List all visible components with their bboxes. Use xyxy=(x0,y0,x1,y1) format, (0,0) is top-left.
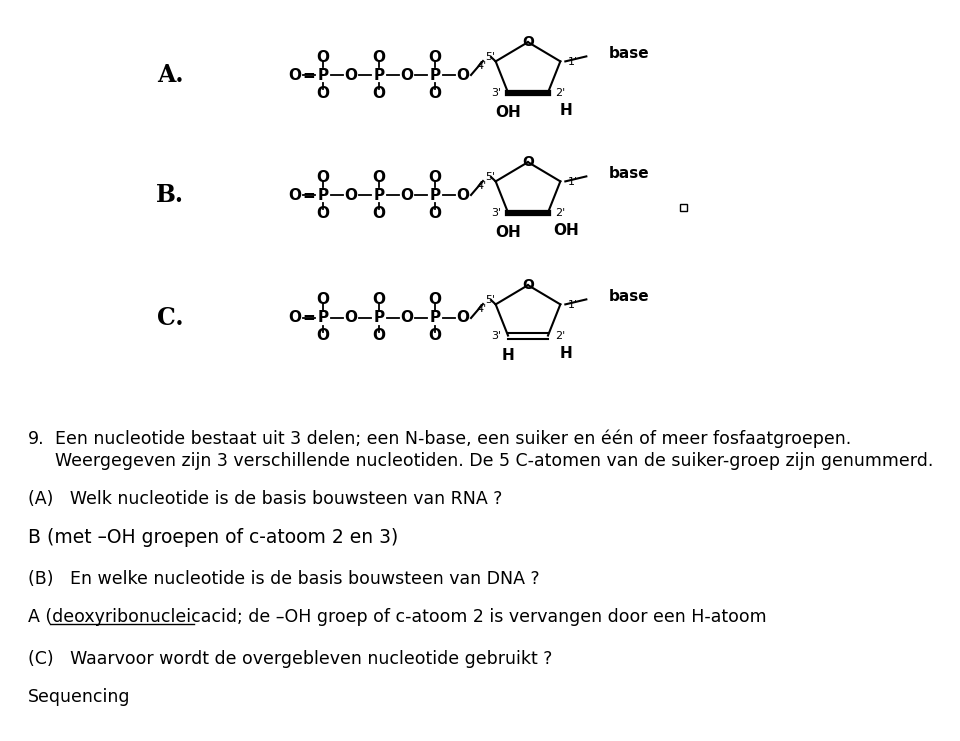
Text: P: P xyxy=(373,310,385,325)
Text: O: O xyxy=(522,35,534,49)
Text: O: O xyxy=(400,187,414,202)
Text: P: P xyxy=(373,67,385,82)
Text: 2': 2' xyxy=(555,330,565,341)
Text: 4': 4' xyxy=(476,62,487,71)
Text: O: O xyxy=(289,67,301,82)
Text: H: H xyxy=(560,346,572,361)
Text: 1': 1' xyxy=(567,300,578,310)
Text: =: = xyxy=(302,67,316,82)
Text: O: O xyxy=(522,155,534,169)
Text: O: O xyxy=(317,205,329,221)
Text: Een nucleotide bestaat uit 3 delen; een N-base, een suiker en één of meer fosfaa: Een nucleotide bestaat uit 3 delen; een … xyxy=(55,430,852,448)
Text: O: O xyxy=(317,328,329,344)
Text: 1': 1' xyxy=(567,177,578,187)
Text: O: O xyxy=(428,205,442,221)
Text: O: O xyxy=(400,310,414,325)
Text: 2': 2' xyxy=(555,207,565,218)
Text: 3': 3' xyxy=(491,207,501,218)
Text: P: P xyxy=(429,187,441,202)
Text: O: O xyxy=(372,85,386,101)
Text: P: P xyxy=(318,187,328,202)
Text: O: O xyxy=(317,170,329,185)
Text: O: O xyxy=(372,50,386,64)
Text: O: O xyxy=(428,293,442,308)
Text: H: H xyxy=(502,348,515,363)
Text: base: base xyxy=(609,166,649,181)
Text: O: O xyxy=(372,170,386,185)
Text: 2': 2' xyxy=(555,87,565,98)
Text: O: O xyxy=(457,187,469,202)
Text: B.: B. xyxy=(156,183,184,207)
Text: 3': 3' xyxy=(491,330,501,341)
Text: (B)   En welke nucleotide is de basis bouwsteen van DNA ?: (B) En welke nucleotide is de basis bouw… xyxy=(28,570,540,588)
Text: H: H xyxy=(560,103,572,118)
Text: OH: OH xyxy=(495,225,521,240)
Text: OH: OH xyxy=(553,223,579,238)
Text: OH: OH xyxy=(495,105,521,120)
Text: P: P xyxy=(429,310,441,325)
Text: O: O xyxy=(457,310,469,325)
Text: O: O xyxy=(345,310,357,325)
Text: 3': 3' xyxy=(491,87,501,98)
Text: O: O xyxy=(522,278,534,292)
Text: =: = xyxy=(302,187,316,202)
Text: base: base xyxy=(609,289,649,304)
Text: P: P xyxy=(373,187,385,202)
Text: O: O xyxy=(317,50,329,64)
Text: 5': 5' xyxy=(485,295,495,305)
Text: 4': 4' xyxy=(476,305,487,314)
Text: 1': 1' xyxy=(567,57,578,67)
Text: A.: A. xyxy=(156,63,183,87)
Text: O: O xyxy=(428,170,442,185)
Text: O: O xyxy=(457,67,469,82)
Text: C.: C. xyxy=(156,306,183,330)
Text: 4': 4' xyxy=(476,182,487,191)
Text: O: O xyxy=(400,67,414,82)
Text: O: O xyxy=(428,85,442,101)
Text: (C)   Waarvoor wordt de overgebleven nucleotide gebruikt ?: (C) Waarvoor wordt de overgebleven nucle… xyxy=(28,650,552,668)
Text: =: = xyxy=(302,310,316,325)
Text: O: O xyxy=(289,310,301,325)
Text: O: O xyxy=(317,85,329,101)
Text: O: O xyxy=(372,328,386,344)
Text: P: P xyxy=(318,310,328,325)
Text: O: O xyxy=(345,67,357,82)
Text: Weergegeven zijn 3 verschillende nucleotiden. De 5 C-atomen van de suiker-groep : Weergegeven zijn 3 verschillende nucleot… xyxy=(55,452,933,470)
Text: P: P xyxy=(429,67,441,82)
Text: 9.: 9. xyxy=(28,430,44,448)
Text: B (met –OH groepen of c-atoom 2 en 3): B (met –OH groepen of c-atoom 2 en 3) xyxy=(28,528,398,547)
Text: O: O xyxy=(289,187,301,202)
Text: O: O xyxy=(372,293,386,308)
Text: (A)   Welk nucleotide is de basis bouwsteen van RNA ?: (A) Welk nucleotide is de basis bouwstee… xyxy=(28,490,502,508)
Text: 5': 5' xyxy=(485,52,495,62)
Bar xyxy=(680,204,687,211)
Text: 5': 5' xyxy=(485,172,495,182)
Text: Sequencing: Sequencing xyxy=(28,688,131,706)
Text: O: O xyxy=(372,205,386,221)
Text: O: O xyxy=(345,187,357,202)
Text: P: P xyxy=(318,67,328,82)
Text: O: O xyxy=(428,328,442,344)
Text: base: base xyxy=(609,46,649,61)
Text: O: O xyxy=(317,293,329,308)
Text: O: O xyxy=(428,50,442,64)
Text: A (deoxyribonucleicacid; de –OH groep of c-atoom 2 is vervangen door een H-atoom: A (deoxyribonucleicacid; de –OH groep of… xyxy=(28,608,767,626)
